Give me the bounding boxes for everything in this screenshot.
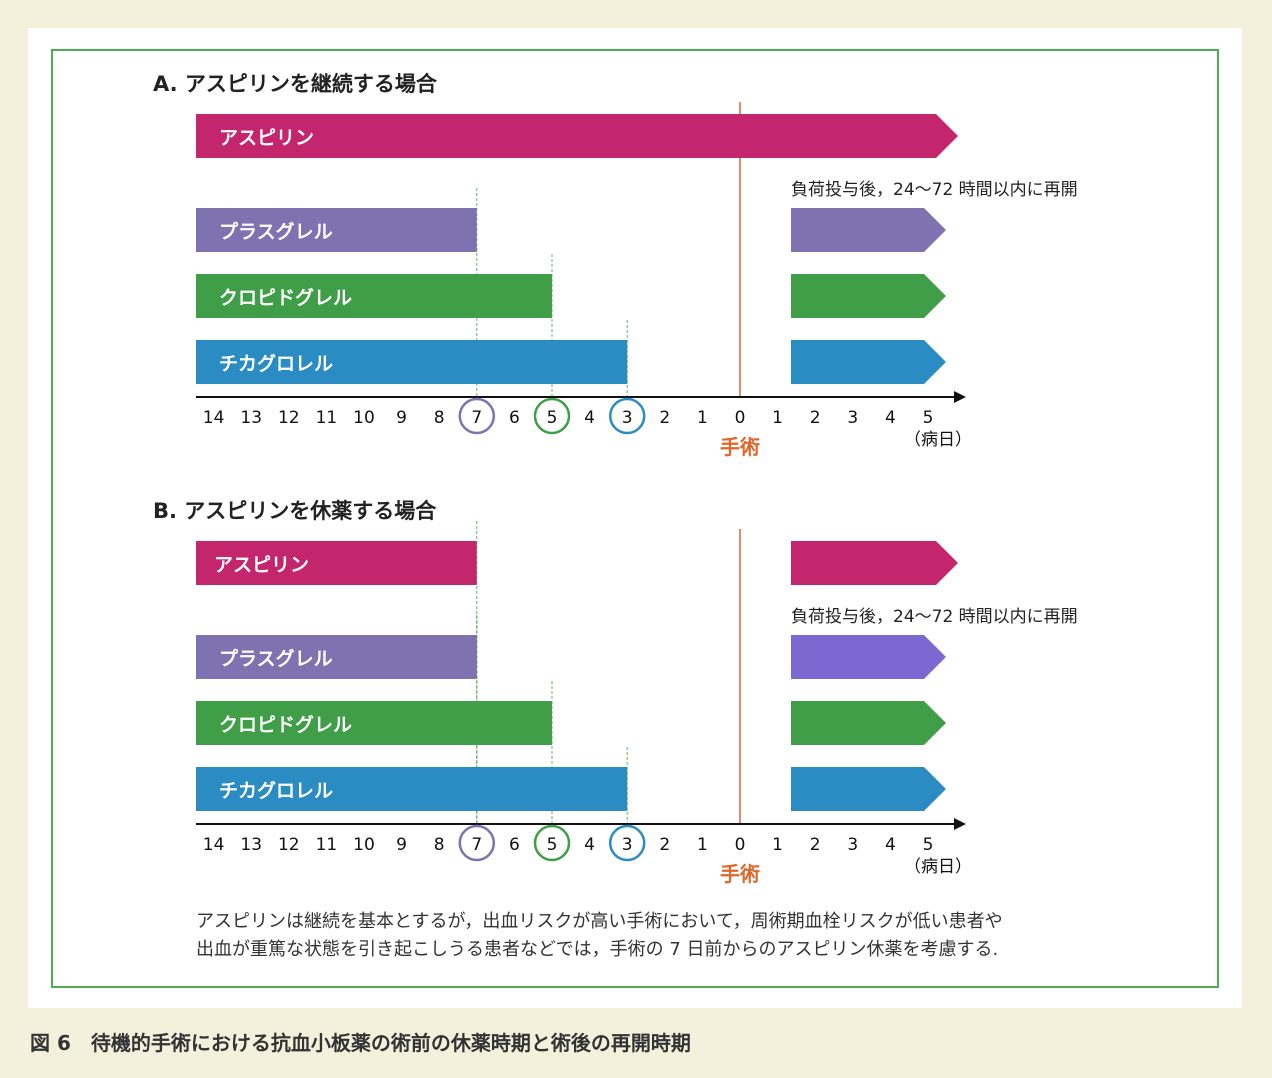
bar-prasugrel-pre-op [196, 635, 477, 679]
tick-label: 7 [471, 408, 482, 428]
figure-frame [51, 49, 1219, 988]
bar-prasugrel-resume [791, 635, 946, 679]
bar-aspirin-pre-op [196, 541, 477, 585]
tick-label: 2 [659, 835, 670, 855]
axis-arrow-icon [954, 818, 966, 830]
tick-label: 12 [278, 408, 300, 428]
bar-ticagrelor-resume [791, 767, 946, 811]
note-line-2: 出血が重篤な状態を引き起こしうる患者などでは，手術の 7 日前からのアスピリン休… [196, 939, 999, 960]
tick-label: 11 [316, 835, 338, 855]
bar-ticagrelor-pre-op [196, 340, 628, 384]
tick-label: 1 [772, 835, 783, 855]
tick-label: 2 [810, 408, 821, 428]
section-title-b: B. アスピリンを休薬する場合 [153, 499, 437, 523]
tick-label: 12 [278, 835, 300, 855]
bar-label-prasugrel: プラスグレル [219, 647, 333, 670]
tick-label: 7 [471, 835, 482, 855]
tick-label: 10 [353, 835, 375, 855]
tick-label: 3 [847, 408, 858, 428]
tick-label: 5 [547, 408, 558, 428]
tick-label: 4 [885, 408, 896, 428]
bar-prasugrel-resume [791, 208, 946, 252]
axis-arrow-icon [954, 391, 966, 403]
axis-unit-label: （病日） [904, 857, 972, 877]
tick-label: 14 [203, 835, 225, 855]
axis-unit-label: （病日） [904, 430, 972, 450]
circled-day-clopidogrel [533, 824, 571, 862]
tick-label: 4 [584, 408, 595, 428]
bar-label-ticagrelor: チカグロレル [219, 352, 333, 375]
tick-label: 2 [659, 408, 670, 428]
note-line-1: アスピリンは継続を基本とするが，出血リスクが高い手術において，周術期血栓リスクが… [196, 911, 1003, 932]
bar-label-clopidogrel: クロピドグレル [219, 713, 352, 736]
tick-label: 11 [316, 408, 338, 428]
bar-clopidogrel-pre-op [196, 701, 552, 745]
tick-label: 4 [584, 835, 595, 855]
bar-clopidogrel-resume [791, 274, 946, 318]
tick-label: 3 [622, 408, 633, 428]
tick-label: 3 [622, 835, 633, 855]
tick-label: 3 [847, 835, 858, 855]
tick-label: 9 [396, 835, 407, 855]
surgery-label: 手術 [720, 862, 760, 886]
resume-note: 負荷投与後，24〜72 時間以内に再開 [791, 180, 1078, 200]
circled-day-ticagrelor [608, 824, 646, 862]
tick-label: 4 [885, 835, 896, 855]
tick-label: 8 [434, 408, 445, 428]
tick-label: 8 [434, 835, 445, 855]
tick-label: 13 [240, 835, 262, 855]
bar-ticagrelor-resume [791, 340, 946, 384]
tick-label: 6 [509, 835, 520, 855]
circled-day-ticagrelor [608, 397, 646, 435]
figure-panel [28, 28, 1242, 1008]
resume-note: 負荷投与後，24〜72 時間以内に再開 [791, 607, 1078, 627]
bar-label-aspirin: アスピリン [219, 127, 314, 149]
tick-label: 0 [735, 408, 746, 428]
bar-clopidogrel-pre-op [196, 274, 552, 318]
figure-caption: 図 6 待機的手術における抗血小板薬の術前の休薬時期と術後の再開時期 [30, 1031, 691, 1055]
tick-label: 5 [923, 408, 934, 428]
bar-ticagrelor-pre-op [196, 767, 628, 811]
figure-note: アスピリンは継続を基本とするが，出血リスクが高い手術において，周術期血栓リスクが… [196, 908, 1003, 964]
tick-label: 13 [240, 408, 262, 428]
tick-label: 2 [810, 835, 821, 855]
bar-aspirin-resume [791, 541, 958, 585]
section-title-a: A. アスピリンを継続する場合 [153, 72, 438, 96]
circled-day-clopidogrel [533, 397, 571, 435]
tick-label: 6 [509, 408, 520, 428]
bar-label-aspirin: アスピリン [214, 554, 309, 576]
tick-label: 1 [697, 835, 708, 855]
circled-day-prasugrel [458, 397, 496, 435]
surgery-label: 手術 [720, 435, 760, 459]
tick-label: 14 [203, 408, 225, 428]
tick-label: 10 [353, 408, 375, 428]
tick-label: 5 [923, 835, 934, 855]
bar-prasugrel-pre-op [196, 208, 477, 252]
tick-label: 1 [772, 408, 783, 428]
tick-label: 5 [547, 835, 558, 855]
bar-label-ticagrelor: チカグロレル [219, 779, 333, 802]
bar-clopidogrel-resume [791, 701, 946, 745]
circled-day-prasugrel [458, 824, 496, 862]
bar-label-clopidogrel: クロピドグレル [219, 286, 352, 309]
bar-label-prasugrel: プラスグレル [219, 220, 333, 243]
tick-label: 0 [735, 835, 746, 855]
tick-label: 1 [697, 408, 708, 428]
bar-aspirin-continuous [196, 114, 958, 158]
tick-label: 9 [396, 408, 407, 428]
